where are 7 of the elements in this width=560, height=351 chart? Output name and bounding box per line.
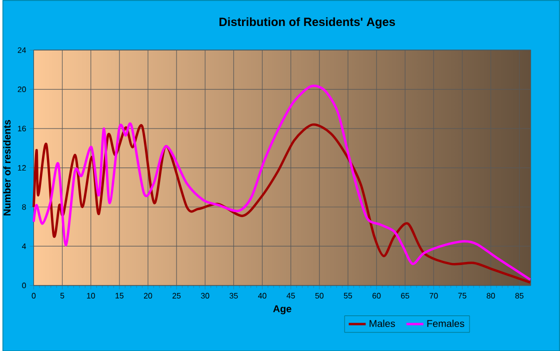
line-series: [32, 123, 532, 284]
chart-title: Distribution of Residents' Ages: [220, 17, 395, 28]
legend-label: Females: [427, 320, 464, 327]
line-series: [32, 84, 532, 281]
x-axis-title: Age: [273, 305, 292, 314]
y-axis-title: Number of residents: [3, 120, 11, 216]
legend-label: Males: [370, 320, 395, 327]
